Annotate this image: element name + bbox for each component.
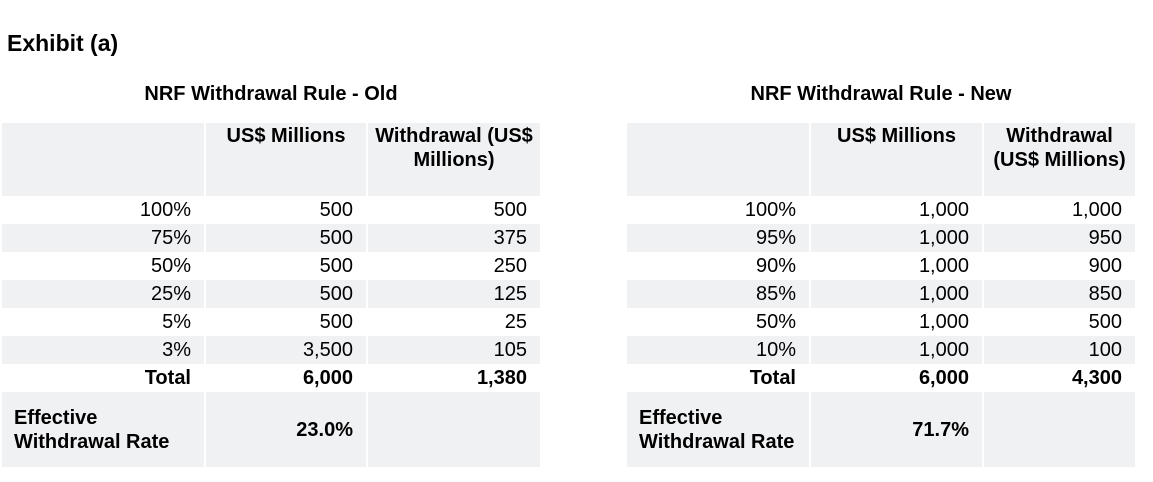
cell: 950: [982, 224, 1135, 252]
cell: 850: [982, 280, 1135, 308]
total-row: Total 6,000 4,300: [627, 364, 1135, 392]
cell: [366, 392, 540, 467]
header-row: US$ Millions Withdrawal (US$ Millions): [2, 123, 540, 196]
cell: 900: [982, 252, 1135, 280]
cell: 4,300: [982, 364, 1135, 392]
cell: 25%: [2, 280, 205, 308]
cell: 125: [366, 280, 540, 308]
total-row: Total 6,000 1,380: [2, 364, 540, 392]
cell: 1,000: [809, 280, 983, 308]
cell: 50%: [755, 311, 796, 333]
cell: Effective Withdrawal Rate: [2, 392, 205, 467]
row: 75% 500 375: [2, 224, 540, 252]
header-cell: [627, 123, 810, 196]
cell: Effective Withdrawal Rate: [627, 392, 810, 467]
row: 100% 500 500: [2, 196, 540, 224]
effective-row: Effective Withdrawal Rate 71.7%: [627, 392, 1135, 467]
row: 3% 3,500 105: [2, 336, 540, 364]
cell: 6,000: [204, 364, 367, 392]
cell: 375: [366, 224, 540, 252]
effective-row: Effective Withdrawal Rate 23.0%: [2, 392, 540, 467]
table-heading: NRF Withdrawal Rule - New: [750, 83, 1012, 105]
cell: 500: [204, 280, 367, 308]
cell: 105: [366, 336, 540, 364]
cell: 500: [204, 252, 367, 280]
cell: 95%: [627, 224, 810, 252]
cell: 1,000: [809, 308, 983, 336]
cell: 500: [204, 196, 367, 224]
cell: 100%: [744, 199, 796, 221]
table: US$ Millions Withdrawal (US$ Millions) 100…: [2, 123, 540, 467]
header-cell: US$ Millions: [204, 123, 367, 196]
cell: 85%: [627, 280, 810, 308]
title: Exhibit (a): [7, 30, 119, 56]
row: 50% 500 250: [2, 252, 540, 280]
cell: 250: [366, 252, 540, 280]
row: 90% 1,000 900: [627, 252, 1135, 280]
row: 50% 1,000 500: [627, 308, 1135, 336]
cell: 500: [982, 308, 1135, 336]
cell: 1,380: [366, 364, 540, 392]
cell: 75%: [2, 224, 205, 252]
cell: 100: [982, 336, 1135, 364]
cell: 500: [366, 196, 540, 224]
cell: 5%: [162, 311, 191, 333]
cell: 500: [204, 224, 367, 252]
header-cell: Withdrawal (US$ Millions): [982, 123, 1135, 196]
cell: 1,000: [809, 336, 983, 364]
cell: 3%: [2, 336, 205, 364]
cell: 6,000: [809, 364, 983, 392]
table: US$ Millions Withdrawal (US$ Millions) 100…: [627, 123, 1135, 467]
row: 95% 1,000 950: [627, 224, 1135, 252]
header-row: US$ Millions Withdrawal (US$ Millions): [627, 123, 1135, 196]
header-cell: Withdrawal (US$ Millions): [366, 123, 540, 196]
cell: 50%: [150, 255, 191, 277]
cell: 71.7%: [809, 392, 983, 467]
header-cell: [2, 123, 205, 196]
header-cell: US$ Millions: [809, 123, 983, 196]
table-heading: NRF Withdrawal Rule - Old: [144, 83, 398, 105]
row: 85% 1,000 850: [627, 280, 1135, 308]
cell: Total: [749, 367, 796, 389]
cell: 500: [204, 308, 367, 336]
row: 100% 1,000 1,000: [627, 196, 1135, 224]
cell: 23.0%: [204, 392, 367, 467]
cell: [982, 392, 1135, 467]
row: 25% 500 125: [2, 280, 540, 308]
cell: 10%: [627, 336, 810, 364]
row: 5% 500 25: [2, 308, 540, 336]
cell: Total: [144, 367, 191, 389]
cell: 100%: [139, 199, 191, 221]
cell: 25: [366, 308, 540, 336]
cell: 1,000: [982, 196, 1135, 224]
cell: 1,000: [809, 196, 983, 224]
row: 10% 1,000 100: [627, 336, 1135, 364]
cell: 90%: [755, 255, 796, 277]
cell: 1,000: [809, 224, 983, 252]
cell: 1,000: [809, 252, 983, 280]
cell: 3,500: [204, 336, 367, 364]
